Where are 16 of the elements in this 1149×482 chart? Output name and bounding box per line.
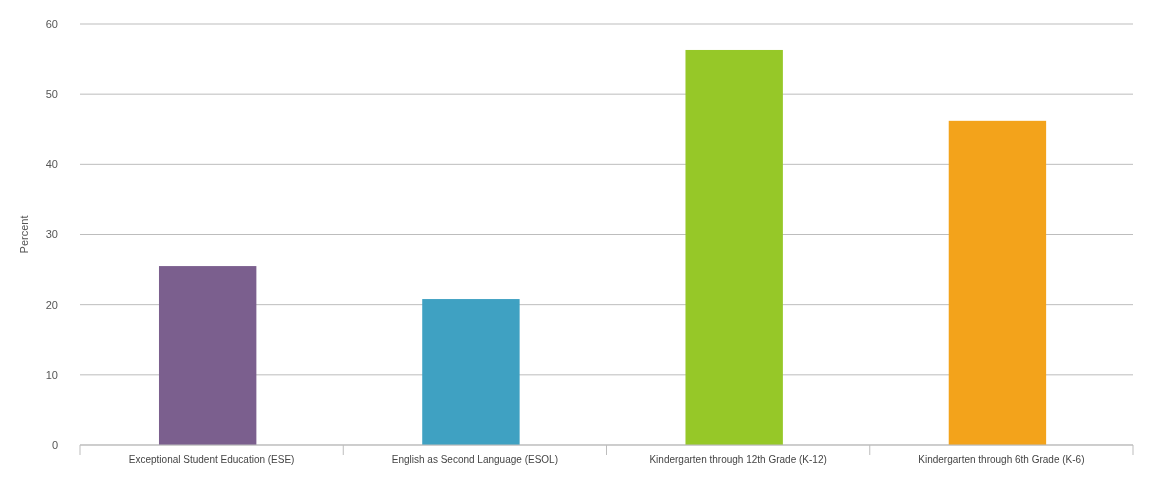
- y-tick-label: 50: [45, 88, 58, 101]
- x-tick-label: English as Second Language (ESOL): [391, 454, 558, 465]
- y-axis-title: Percent: [18, 215, 30, 254]
- y-tick-label: 20: [45, 298, 58, 311]
- x-tick-label: Kindergarten through 6th Grade (K-6): [918, 454, 1085, 465]
- bar: [948, 120, 1047, 445]
- x-tick-label: Kindergarten through 12th Grade (K-12): [649, 454, 827, 465]
- y-tick-label: 60: [45, 17, 58, 30]
- y-tick-label: 40: [45, 158, 58, 171]
- y-tick-label: 30: [45, 228, 58, 241]
- y-tick-label: 0: [51, 438, 58, 451]
- bar: [685, 49, 783, 445]
- y-tick-label: 10: [45, 368, 58, 381]
- x-tick-label: Exceptional Student Education (ESE): [128, 454, 295, 465]
- bar: [158, 266, 257, 445]
- bar: [422, 299, 520, 445]
